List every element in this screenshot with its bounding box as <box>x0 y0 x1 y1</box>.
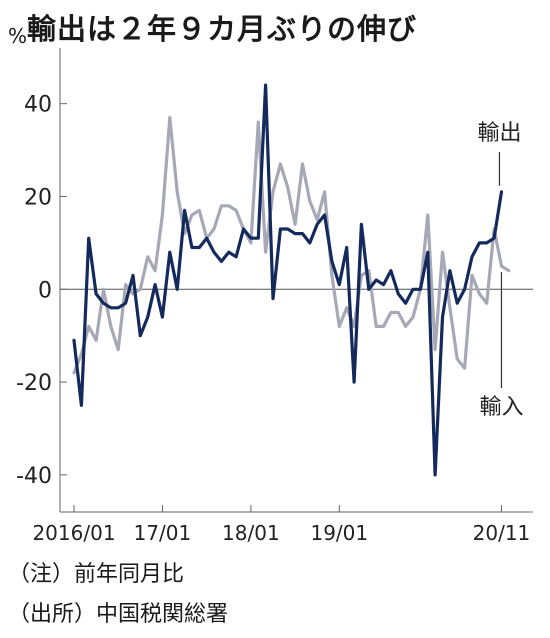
x-tick-label: 2016/01 <box>32 521 115 545</box>
y-tick-label: -40 <box>16 464 52 489</box>
y-tick-label: 40 <box>24 93 52 118</box>
x-tick-label: 19/01 <box>310 521 368 545</box>
source-text: （出所）中国税関総署 <box>8 602 229 627</box>
chart-title-text: 輸出は２年９カ月ぶりの伸び <box>27 12 418 46</box>
line-chart: 40 20 0 -20 -40 2016/01 17/01 18/01 19/01 20/11 輸… <box>16 48 533 545</box>
chart-title: %輸出は２年９カ月ぶりの伸び <box>8 6 418 48</box>
series-lines <box>72 83 511 477</box>
exports-annotation: 輸出 <box>477 121 521 146</box>
series-line-imports <box>72 115 511 375</box>
x-tick-label: 18/01 <box>222 521 280 545</box>
x-tick-label: 17/01 <box>134 521 192 545</box>
x-tick-label: 20/11 <box>473 521 531 545</box>
imports-annotation: 輸入 <box>479 395 523 420</box>
y-tick-label: 20 <box>24 185 52 210</box>
note-text: （注）前年同月比 <box>8 562 185 587</box>
y-tick-label: -20 <box>16 371 52 396</box>
axes <box>59 48 533 513</box>
y-tick-label: 0 <box>38 278 52 303</box>
series-line-exports <box>72 83 504 477</box>
y-unit-label: % <box>8 24 28 48</box>
tick-labels: 40 20 0 -20 -40 2016/01 17/01 18/01 19/01 20/11 <box>16 93 530 545</box>
